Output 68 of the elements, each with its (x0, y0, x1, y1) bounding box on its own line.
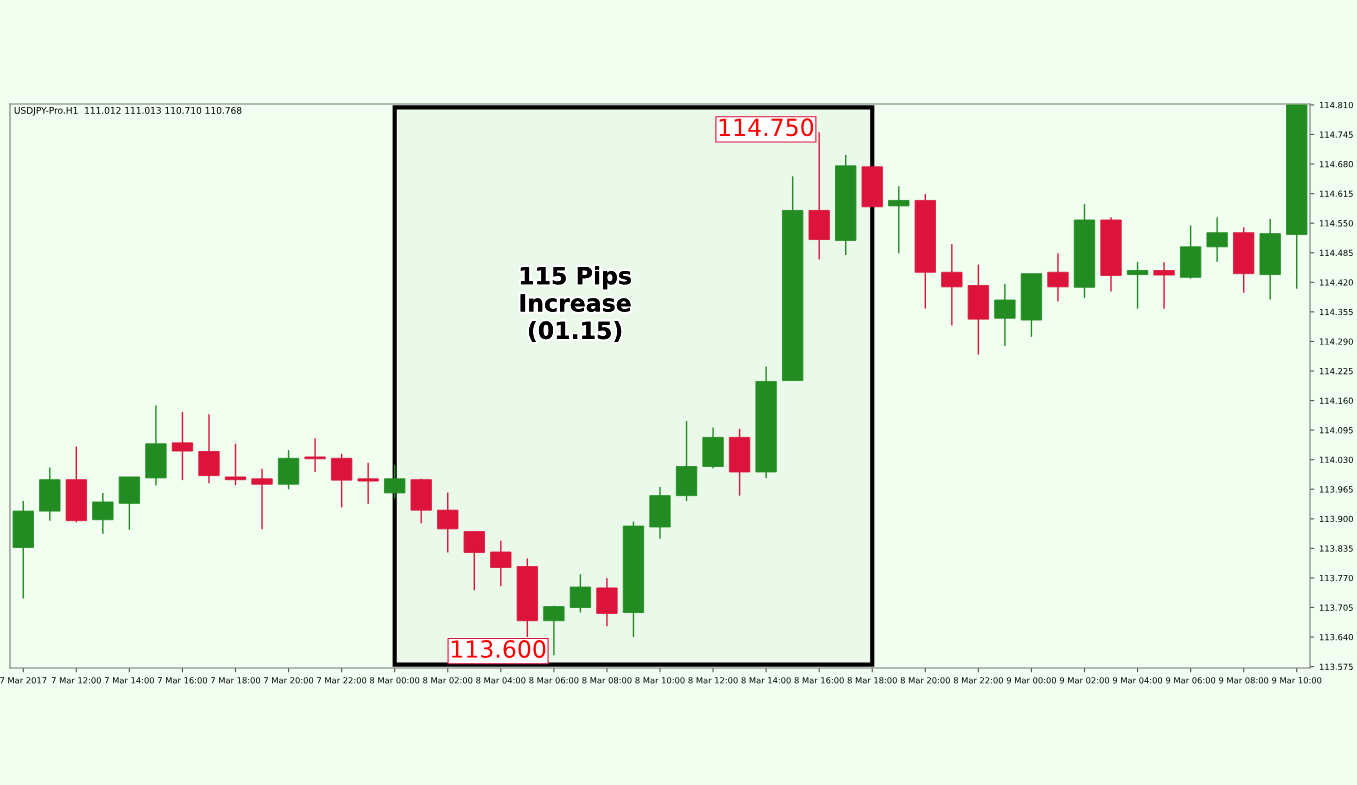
x-tick-label: 9 Mar 04:00 (1112, 677, 1163, 684)
x-tick-label: 8 Mar 18:00 (847, 677, 897, 684)
x-tick-label: 7 Mar 12:00 (51, 677, 101, 684)
annotation: 113.600 (451, 640, 546, 658)
y-tick-label: 113.640 (1319, 634, 1353, 641)
y-tick-label: 114.290 (1319, 338, 1353, 345)
y-tick-label: 113.575 (1319, 663, 1353, 670)
y-tick-label: 114.420 (1319, 279, 1353, 286)
candlestick (1126, 261, 1149, 310)
y-tick-label: 113.965 (1319, 486, 1353, 493)
y-tick-label: 113.835 (1319, 545, 1353, 552)
candlestick (357, 462, 379, 505)
x-tick-label: 7 Mar 22:00 (317, 677, 367, 684)
y-tick-label: 113.770 (1319, 574, 1353, 582)
candlestick (1047, 252, 1069, 303)
x-tick-label: 9 Mar 08:00 (1219, 677, 1269, 684)
candlestick (888, 185, 910, 254)
x-tick-label: 8 Mar 22:00 (953, 677, 1003, 684)
x-tick-label: 9 Mar 06:00 (1165, 677, 1216, 684)
x-tick-label: 8 Mar 20:00 (900, 677, 950, 684)
x-tick-label: 8 Mar 04:00 (476, 677, 526, 684)
candlestick (251, 468, 273, 530)
candlestick (92, 492, 114, 535)
x-tick-label: 8 Mar 12:00 (688, 677, 738, 684)
candlestick (224, 443, 247, 486)
candlestick (304, 437, 326, 473)
y-tick-label: 114.550 (1319, 220, 1353, 227)
y-tick-label: 114.680 (1319, 161, 1353, 168)
candlestick (463, 530, 485, 591)
candlestick (994, 283, 1016, 347)
y-tick-label: 114.160 (1319, 397, 1353, 404)
y-tick-label: 113.900 (1319, 515, 1353, 523)
x-tick-label: 7 Mar 20:00 (264, 677, 314, 684)
annotation: 115 Pips Increase (01.15) (520, 266, 631, 342)
x-tick-label: 8 Mar 06:00 (529, 677, 579, 684)
y-tick-label: 114.225 (1319, 367, 1353, 375)
x-tick-label: 9 Mar 10:00 (1272, 677, 1322, 684)
annotation: USDJPY-Pro.H1 111.012 111.013 110.710 110.768 (14, 106, 242, 116)
candlestick (384, 464, 406, 500)
candlestick (171, 411, 194, 481)
y-tick-label: 114.485 (1319, 249, 1353, 257)
x-tick-label: 8 Mar 08:00 (582, 677, 632, 684)
x-tick-label: 8 Mar 10:00 (635, 677, 685, 684)
candlestick (941, 243, 963, 327)
x-tick-label: 7 Mar 14:00 (104, 677, 154, 684)
candlestick (437, 491, 459, 554)
candlestick (331, 453, 353, 509)
x-tick-label: 9 Mar 00:00 (1006, 677, 1057, 684)
candlestick (569, 573, 592, 614)
y-tick-label: 114.355 (1319, 308, 1353, 316)
y-tick-label: 113.705 (1319, 604, 1353, 611)
y-tick-label: 114.030 (1319, 456, 1353, 463)
x-tick-label: 7 Mar 2017 (0, 677, 47, 684)
candlestick (1206, 216, 1228, 263)
y-tick-label: 114.095 (1319, 427, 1353, 434)
candlestick (1153, 261, 1175, 310)
x-tick-label: 7 Mar 18:00 (211, 677, 261, 684)
x-tick-label: 8 Mar 02:00 (423, 677, 473, 684)
annotation: 114.750 (719, 118, 814, 137)
x-tick-label: 7 Mar 16:00 (157, 677, 208, 684)
y-tick-label: 114.810 (1319, 101, 1353, 109)
y-tick-label: 114.615 (1319, 190, 1353, 197)
candlestick (490, 539, 512, 587)
x-tick-label: 9 Mar 02:00 (1059, 677, 1110, 684)
x-tick-label: 8 Mar 00:00 (370, 677, 420, 684)
x-tick-label: 8 Mar 14:00 (741, 677, 791, 684)
y-tick-label: 114.745 (1319, 131, 1353, 138)
x-tick-label: 8 Mar 16:00 (794, 677, 844, 684)
